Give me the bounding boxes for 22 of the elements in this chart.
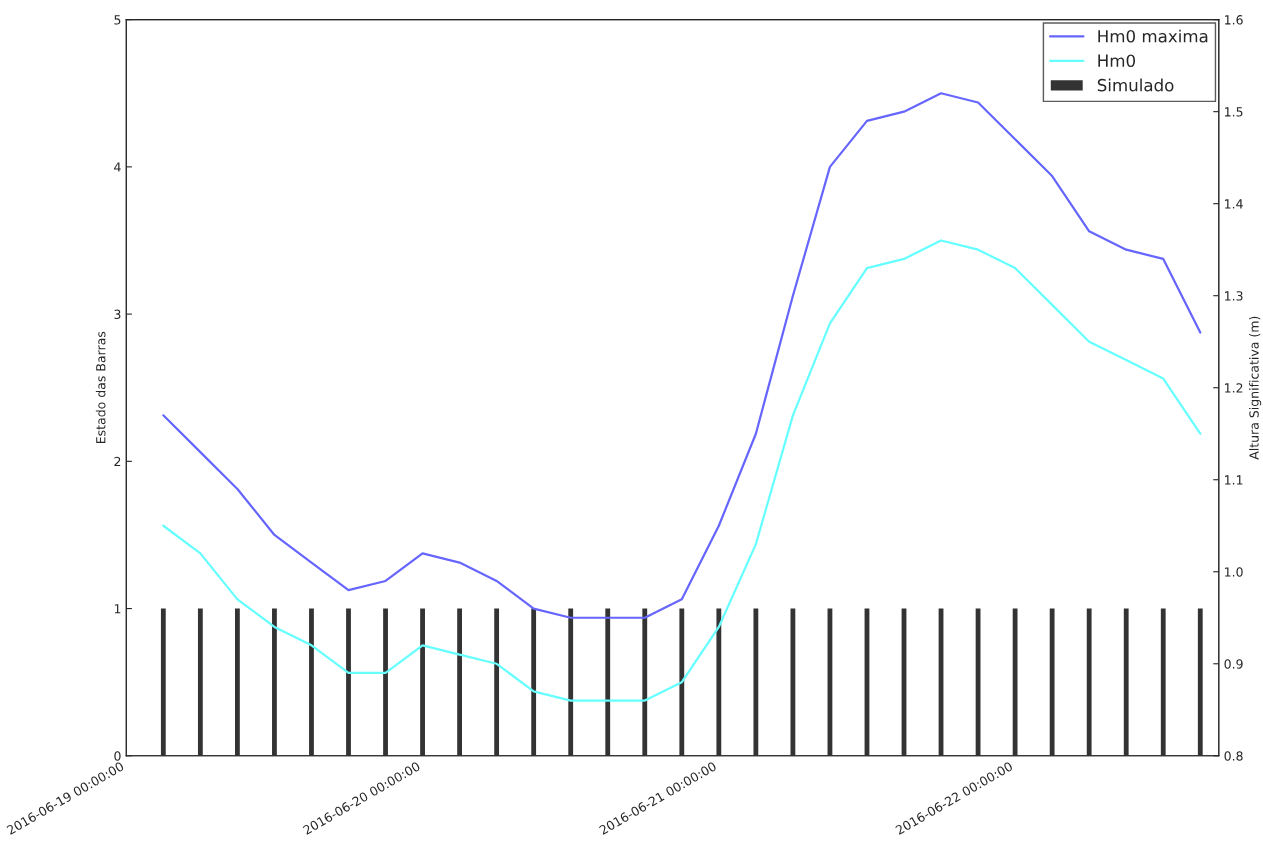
y-axis-title: Estado das Barras <box>95 331 106 444</box>
y2-axis-title: Altura Significativa (m) <box>1249 316 1262 460</box>
y-tick-label: 1 <box>114 604 121 614</box>
y2-tick-label: 1.3 <box>1225 291 1243 301</box>
y2-tick-label: 1.5 <box>1225 107 1243 117</box>
y2-tick-label: 1.0 <box>1225 567 1243 577</box>
y-tick-label: 5 <box>114 15 121 25</box>
y-tick-label: 2 <box>114 456 121 467</box>
legend-label: Hm0 maxima <box>1098 29 1208 43</box>
y-tick-label: 4 <box>114 162 121 172</box>
y2-tick-label: 1.6 <box>1225 15 1243 25</box>
line-series <box>162 239 1202 702</box>
y-tick-label: 3 <box>114 309 121 320</box>
y2-tick-label: 0.9 <box>1224 659 1243 669</box>
line-series <box>162 92 1202 619</box>
y2-tick-label: 1.4 <box>1225 199 1243 209</box>
y-tick-label: 0 <box>114 751 121 761</box>
legend-label: Hm0 <box>1098 54 1135 68</box>
y2-tick-label: 0.8 <box>1224 751 1243 761</box>
y2-tick-label: 1.1 <box>1225 475 1243 485</box>
legend-label: Simulado <box>1097 78 1174 92</box>
y2-tick-label: 1.2 <box>1225 383 1243 393</box>
